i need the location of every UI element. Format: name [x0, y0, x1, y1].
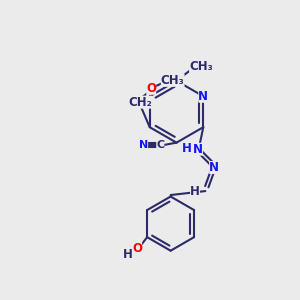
Text: N: N: [198, 90, 208, 103]
Text: CH₂: CH₂: [128, 96, 152, 109]
Text: O: O: [132, 242, 142, 255]
Text: CH₃: CH₃: [161, 74, 184, 87]
Text: H: H: [182, 142, 192, 155]
Text: C: C: [156, 140, 164, 150]
Text: CH₃: CH₃: [189, 60, 213, 73]
Text: N: N: [193, 143, 203, 156]
Text: H: H: [122, 248, 132, 261]
Text: H: H: [190, 184, 200, 198]
Text: N: N: [209, 161, 219, 174]
Text: O: O: [146, 82, 156, 95]
Text: N: N: [139, 140, 148, 150]
